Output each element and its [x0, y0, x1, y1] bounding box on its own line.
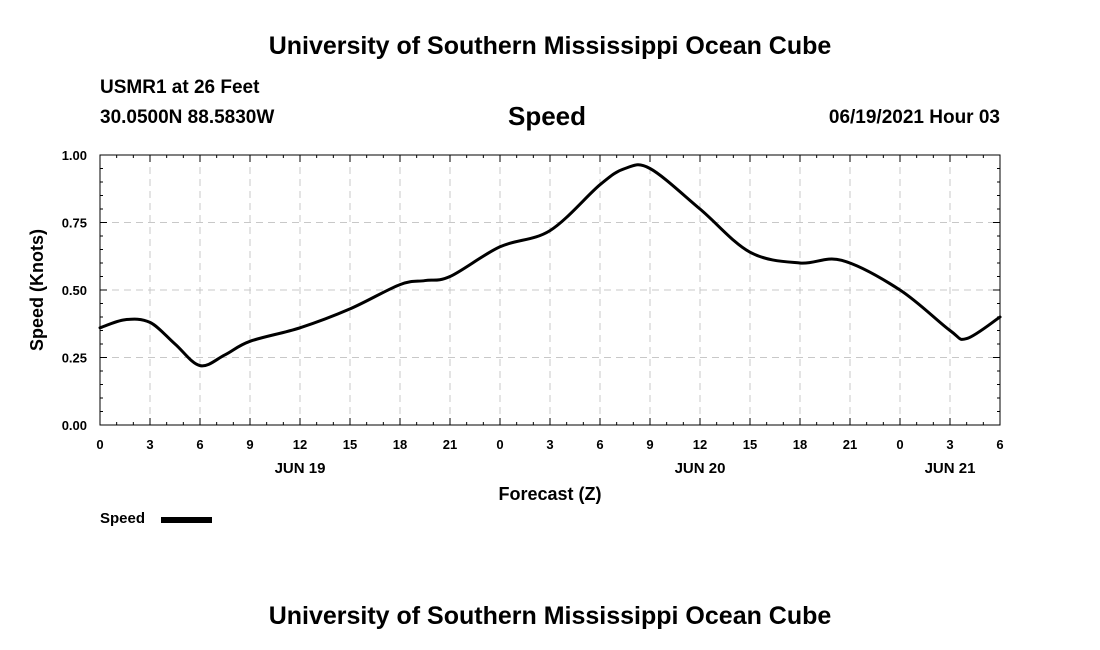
y-axis-title: Speed (Knots): [27, 229, 47, 351]
legend-label: Speed: [100, 510, 146, 527]
x-tick-label: 0: [496, 437, 503, 452]
x-tick-label: 0: [96, 437, 103, 452]
date-label: JUN 19: [275, 460, 326, 477]
x-tick-label: 21: [843, 437, 857, 452]
x-tick-label: 12: [693, 437, 707, 452]
x-tick-label: 3: [546, 437, 553, 452]
date-label: JUN 20: [675, 460, 726, 477]
x-axis-title: Forecast (Z): [498, 484, 601, 504]
x-tick-label: 9: [646, 437, 653, 452]
y-tick-label: 0.75: [62, 216, 87, 231]
x-tick-label: 3: [146, 437, 153, 452]
series-line-speed: [98, 163, 1002, 368]
date-label: JUN 21: [925, 460, 976, 477]
bottom-title: University of Southern Mississippi Ocean…: [268, 602, 832, 630]
parameter-title: Speed: [508, 101, 587, 131]
y-tick-label: 0.00: [62, 418, 87, 433]
station-label: USMR1 at 26 Feet: [100, 77, 260, 98]
y-tick-label: 0.25: [62, 351, 87, 366]
x-tick-label: 3: [946, 437, 953, 452]
x-tick-label: 18: [793, 437, 807, 452]
x-tick-label: 6: [996, 437, 1003, 452]
x-tick-label: 12: [293, 437, 307, 452]
x-tick-label: 0: [896, 437, 903, 452]
x-tick-label: 18: [393, 437, 407, 452]
top-title: University of Southern Mississippi Ocean…: [268, 32, 832, 60]
x-tick-label: 21: [443, 437, 457, 452]
x-tick-label: 15: [343, 437, 357, 452]
y-tick-label: 1.00: [62, 148, 87, 163]
legend-line-swatch: [161, 517, 212, 523]
coordinates-label: 30.0500N 88.5830W: [100, 107, 275, 128]
y-tick-label: 0.50: [62, 283, 87, 298]
x-tick-label: 15: [743, 437, 757, 452]
datetime-label: 06/19/2021 Hour 03: [828, 107, 1000, 128]
x-tick-label: 9: [246, 437, 253, 452]
x-tick-label: 6: [196, 437, 203, 452]
x-tick-label: 6: [596, 437, 603, 452]
